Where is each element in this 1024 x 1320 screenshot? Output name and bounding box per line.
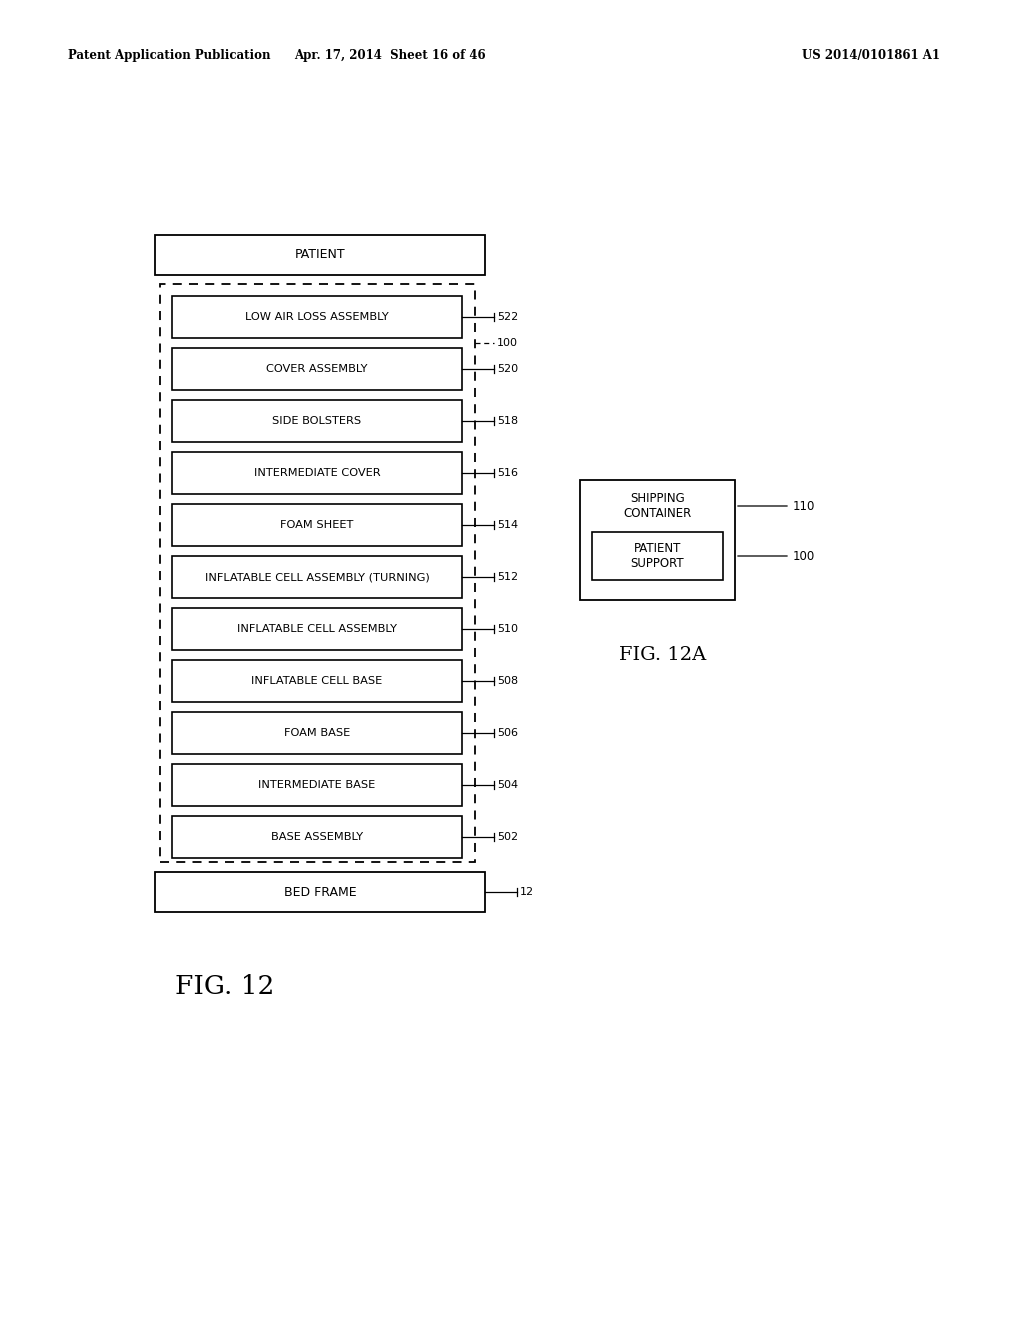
Text: 502: 502 xyxy=(497,832,518,842)
Text: 504: 504 xyxy=(497,780,518,789)
Text: SIDE BOLSTERS: SIDE BOLSTERS xyxy=(272,416,361,426)
Bar xyxy=(172,348,462,389)
Text: Patent Application Publication: Patent Application Publication xyxy=(68,49,270,62)
Bar xyxy=(592,532,723,579)
Text: 516: 516 xyxy=(497,469,518,478)
Bar xyxy=(172,400,462,442)
Text: FOAM SHEET: FOAM SHEET xyxy=(281,520,353,531)
Bar xyxy=(172,764,462,807)
Text: INFLATABLE CELL ASSEMBLY (TURNING): INFLATABLE CELL ASSEMBLY (TURNING) xyxy=(205,572,429,582)
Text: INTERMEDIATE COVER: INTERMEDIATE COVER xyxy=(254,469,380,478)
Bar xyxy=(172,609,462,649)
Text: 100: 100 xyxy=(793,549,815,562)
Bar xyxy=(172,556,462,598)
Text: 510: 510 xyxy=(497,624,518,634)
Text: FIG. 12: FIG. 12 xyxy=(175,974,274,999)
Text: PATIENT
SUPPORT: PATIENT SUPPORT xyxy=(631,543,684,570)
Text: 508: 508 xyxy=(497,676,518,686)
Text: PATIENT: PATIENT xyxy=(295,248,345,261)
Text: INFLATABLE CELL ASSEMBLY: INFLATABLE CELL ASSEMBLY xyxy=(237,624,397,634)
Bar xyxy=(172,451,462,494)
Text: INTERMEDIATE BASE: INTERMEDIATE BASE xyxy=(258,780,376,789)
Text: SHIPPING
CONTAINER: SHIPPING CONTAINER xyxy=(624,492,691,520)
Text: 520: 520 xyxy=(497,364,518,374)
Text: COVER ASSEMBLY: COVER ASSEMBLY xyxy=(266,364,368,374)
Bar xyxy=(172,504,462,546)
Text: 100: 100 xyxy=(497,338,518,348)
Text: BASE ASSEMBLY: BASE ASSEMBLY xyxy=(271,832,364,842)
Bar xyxy=(172,296,462,338)
Text: INFLATABLE CELL BASE: INFLATABLE CELL BASE xyxy=(251,676,383,686)
Text: FOAM BASE: FOAM BASE xyxy=(284,729,350,738)
Text: 518: 518 xyxy=(497,416,518,426)
Text: Apr. 17, 2014  Sheet 16 of 46: Apr. 17, 2014 Sheet 16 of 46 xyxy=(294,49,485,62)
Text: US 2014/0101861 A1: US 2014/0101861 A1 xyxy=(802,49,940,62)
Text: 12: 12 xyxy=(520,887,535,898)
Text: 506: 506 xyxy=(497,729,518,738)
Text: FIG. 12A: FIG. 12A xyxy=(618,645,707,664)
Text: BED FRAME: BED FRAME xyxy=(284,886,356,899)
Bar xyxy=(155,873,485,912)
Bar xyxy=(172,816,462,858)
Text: 110: 110 xyxy=(793,499,815,512)
Bar xyxy=(580,480,735,601)
Text: LOW AIR LOSS ASSEMBLY: LOW AIR LOSS ASSEMBLY xyxy=(245,312,389,322)
Bar xyxy=(172,660,462,702)
Text: 512: 512 xyxy=(497,572,518,582)
Text: 522: 522 xyxy=(497,312,518,322)
Text: 514: 514 xyxy=(497,520,518,531)
Bar xyxy=(155,235,485,275)
Bar xyxy=(160,284,475,862)
Bar xyxy=(172,711,462,754)
